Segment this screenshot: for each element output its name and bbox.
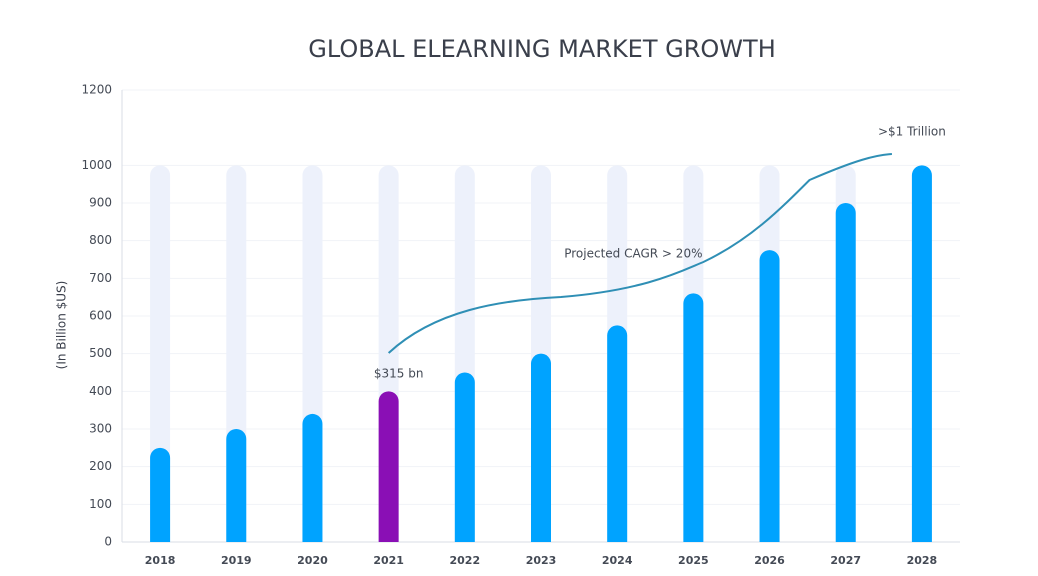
bar [454,372,475,542]
x-tick-label: 2018 [145,554,176,567]
y-tick-label: 100 [89,497,112,511]
chart-title: GLOBAL ELEARNING MARKET GROWTH [308,35,775,63]
x-tick-label: 2022 [450,554,481,567]
x-tick-label: 2025 [678,554,709,567]
x-tick-label: 2026 [754,554,785,567]
bar [759,250,780,542]
x-tick-label: 2019 [221,554,252,567]
x-tick-label: 2023 [526,554,557,567]
trend-curve [387,153,892,354]
bar [150,447,171,542]
y-tick-label: 700 [89,271,112,285]
y-tick-label: 1200 [81,83,112,97]
x-tick-label: 2021 [373,554,404,567]
x-tick-label: 2020 [297,554,328,567]
y-tick-label: 400 [89,384,112,398]
bar [911,165,932,543]
y-tick-label: 200 [89,459,112,473]
bar [226,429,247,542]
x-tick-label: 2024 [602,554,633,567]
bar [302,413,323,542]
annotation: $315 bn [374,367,424,381]
annotation: Projected CAGR > 20% [564,247,702,261]
bar [531,353,551,542]
annotation: >$1 Trillion [878,125,946,139]
y-tick-label: 0 [104,535,112,549]
y-tick-label: 800 [89,233,112,247]
bar [683,293,704,542]
y-tick-label: 900 [89,196,112,210]
y-tick-label: 500 [89,346,112,360]
bar [835,203,856,543]
y-axis-label: (In Billion $US) [55,281,69,370]
x-tick-label: 2027 [830,554,861,567]
x-tick-label: 2028 [907,554,938,567]
bar [378,391,399,542]
bar [607,325,628,542]
bar-track [150,165,171,543]
y-tick-label: 1000 [81,158,112,172]
y-tick-label: 300 [89,422,112,436]
y-tick-label: 600 [89,309,112,323]
